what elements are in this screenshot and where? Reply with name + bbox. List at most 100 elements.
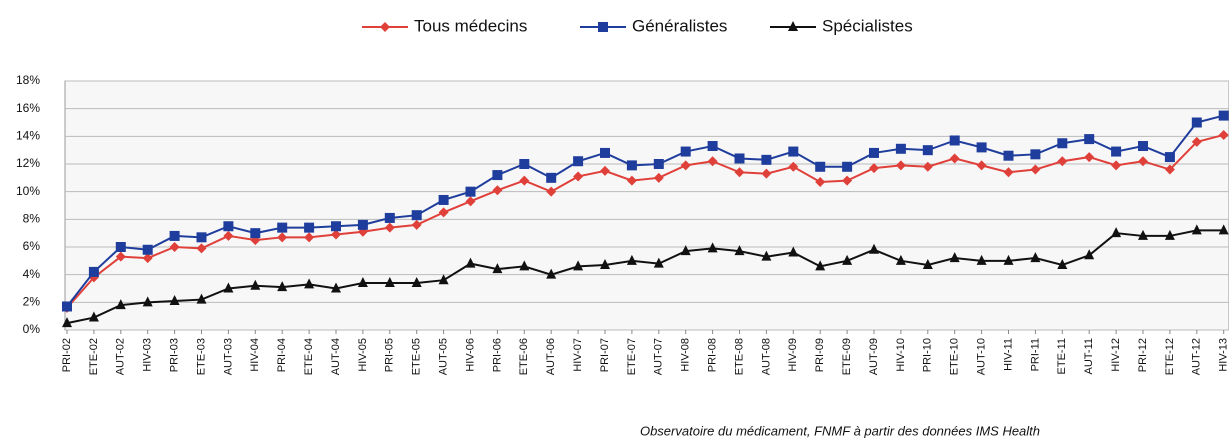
point (598, 22, 608, 32)
point (1138, 229, 1148, 240)
point (88, 266, 99, 277)
point (142, 253, 153, 264)
point (922, 258, 933, 269)
x-tick-label: PRI-06 (491, 338, 503, 372)
point (1111, 227, 1122, 238)
source: Observatoire du médicament, FNMF à parti… (640, 423, 1040, 438)
x-tick-label: HIV-06 (464, 338, 476, 372)
point (465, 196, 476, 207)
point (1218, 129, 1229, 140)
point (1057, 156, 1068, 167)
x-tick-label: HIV-12 (1110, 338, 1122, 372)
point (842, 254, 853, 265)
point (411, 276, 422, 287)
point (895, 160, 906, 171)
point (573, 156, 584, 167)
point (115, 299, 126, 310)
point (277, 232, 288, 243)
x-tick-label: AUT-07 (653, 338, 665, 375)
point (196, 243, 207, 254)
point (626, 175, 637, 186)
y-tick-label: 10% (16, 184, 40, 198)
x-tick-label: ETE-04 (303, 338, 315, 375)
point (1030, 164, 1041, 175)
legend-label: Généralistes (632, 16, 727, 35)
x-tick-label: ETE-07 (626, 338, 638, 375)
point (380, 22, 390, 32)
point (707, 141, 718, 152)
point (626, 160, 637, 171)
x-tick-label: PRI-12 (1137, 338, 1149, 372)
point (573, 171, 584, 182)
legend-label: Spécialistes (822, 16, 913, 35)
point (438, 207, 449, 218)
x-tick-label: PRI-03 (169, 338, 181, 372)
x-tick-label: ETE-03 (195, 338, 207, 375)
plot-area (64, 80, 1229, 331)
point (1111, 146, 1122, 157)
point (734, 153, 745, 164)
point (680, 160, 691, 171)
x-tick-label: AUT-03 (222, 338, 234, 375)
point (1030, 252, 1041, 263)
point (922, 161, 933, 172)
legend-label: Tous médecins (414, 16, 527, 35)
point (680, 245, 691, 256)
x-tick-label: HIV-03 (142, 338, 154, 372)
point (331, 229, 341, 240)
x-tick-label: AUT-02 (115, 338, 127, 375)
point (788, 161, 799, 172)
x-tick-label: PRI-11 (1029, 338, 1041, 371)
x-tick-label: HIV-11 (1002, 338, 1014, 371)
point (895, 143, 906, 154)
point (626, 254, 637, 265)
point (869, 147, 879, 158)
x-tick-label: AUT-04 (330, 338, 342, 375)
point (600, 258, 610, 269)
point (949, 252, 960, 263)
point (331, 282, 341, 293)
point (976, 142, 987, 153)
point (949, 153, 960, 164)
x-tick-label: ETE-09 (841, 338, 853, 375)
point (519, 175, 530, 186)
point (196, 232, 207, 243)
point (250, 228, 261, 239)
x-tick-label: HIV-07 (572, 338, 584, 372)
point (331, 221, 341, 232)
point (788, 246, 799, 257)
point (492, 263, 503, 274)
point (815, 260, 826, 271)
point (492, 185, 503, 196)
point (1003, 150, 1014, 161)
y-tick-label: 14% (16, 129, 40, 143)
x-tick-label: AUT-10 (976, 338, 988, 375)
point (1084, 152, 1095, 163)
point (169, 294, 180, 305)
x-tick-label: ETE-11 (1056, 338, 1068, 374)
point (384, 212, 395, 223)
point (223, 230, 234, 241)
point (142, 296, 153, 307)
point (304, 232, 315, 243)
point (1164, 164, 1175, 175)
point (357, 219, 368, 230)
point (869, 163, 879, 174)
point (949, 135, 960, 146)
x-tick-label: ETE-10 (949, 338, 961, 375)
point (465, 186, 476, 197)
point (546, 172, 557, 183)
point (411, 219, 422, 230)
x-tick-label: AUT-11 (1083, 338, 1095, 374)
point (277, 281, 288, 292)
point (357, 276, 368, 287)
x-tick-label: ETE-02 (88, 338, 100, 375)
y-tick-label: 8% (23, 212, 41, 226)
x-tick-label: AUT-12 (1191, 338, 1203, 375)
point (169, 242, 180, 252)
y-tick-label: 16% (16, 101, 40, 115)
point (62, 301, 72, 312)
point (1030, 149, 1041, 160)
x-tick-label: ETE-05 (411, 338, 423, 375)
